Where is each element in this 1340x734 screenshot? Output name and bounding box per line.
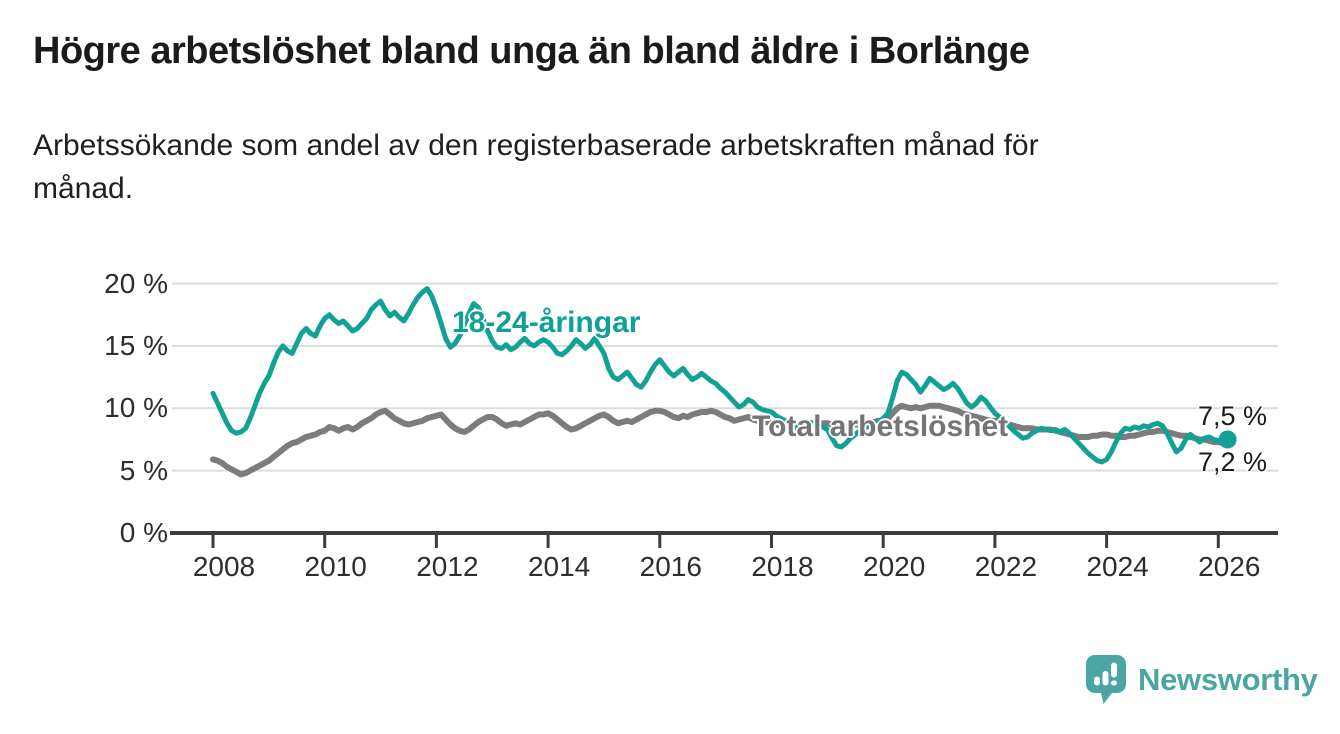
x-tick-label: 2008	[192, 551, 256, 582]
logo-exclamation-dot	[1111, 680, 1117, 686]
end-value-label-total: 7,2 %	[1198, 447, 1268, 477]
x-tick-label: 2010	[304, 551, 367, 582]
x-tick-label: 2026	[1198, 551, 1261, 582]
subtitle-line-1: Arbetssökande som andel av den registerb…	[33, 129, 1039, 162]
logo-exclamation-bar	[1111, 662, 1117, 678]
x-tick-label: 2016	[639, 551, 702, 582]
y-tick-label: 0 %	[119, 517, 168, 548]
line-series	[210, 286, 1231, 465]
series-end-dot	[1218, 430, 1237, 449]
series-label-young: 18-24-åringar	[452, 306, 641, 339]
brand-name: Newsworthy	[1138, 662, 1318, 697]
x-tick-label: 2022	[974, 551, 1038, 582]
logo-bar-small	[1094, 676, 1100, 686]
end-value-label-young: 7,5 %	[1198, 401, 1268, 431]
series-label-total: Total arbetslöshet	[752, 410, 1009, 443]
logo-bar-medium	[1102, 671, 1109, 686]
brand-footer: Newsworthy	[1086, 655, 1318, 705]
subtitle-line-2: månad.	[33, 172, 134, 205]
x-tick-label: 2018	[751, 551, 814, 582]
chart-subtitle: Arbetssökande som andel av den registerb…	[33, 124, 1273, 210]
newsworthy-logo-icon	[1086, 655, 1126, 704]
x-tick-label: 2020	[863, 551, 926, 582]
y-tick-label: 15 %	[104, 329, 168, 361]
page-title: Högre arbetslöshet bland unga än bland ä…	[33, 30, 1030, 72]
y-tick-label: 10 %	[104, 392, 168, 424]
y-tick-label: 5 %	[119, 454, 168, 486]
x-tick-label: 2014	[527, 551, 591, 582]
y-tick-label: 20 %	[104, 267, 168, 299]
x-tick-label: 2012	[416, 551, 479, 582]
x-tick-label: 2024	[1086, 551, 1149, 582]
